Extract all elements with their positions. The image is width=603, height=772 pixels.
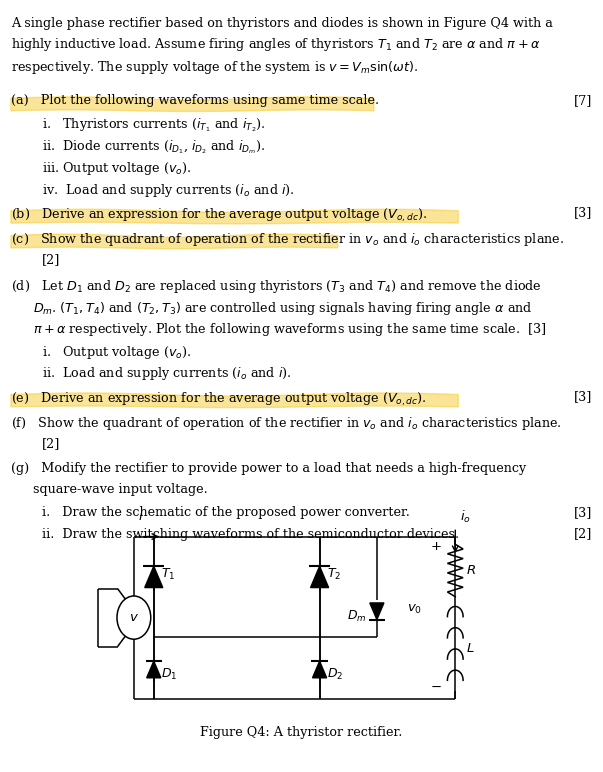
Polygon shape [11,393,458,408]
Text: $T_2$: $T_2$ [327,567,341,582]
Text: $i_o$: $i_o$ [460,509,471,525]
Text: Figure Q4: A thyristor rectifier.: Figure Q4: A thyristor rectifier. [200,726,403,739]
Polygon shape [11,96,374,111]
Text: [3]: [3] [574,207,592,219]
Text: $T_1$: $T_1$ [161,567,175,582]
Text: [2]: [2] [574,527,592,540]
Text: square-wave input voltage.: square-wave input voltage. [33,483,208,496]
Text: $D_2$: $D_2$ [327,667,343,682]
Text: A single phase rectifier based on thyristors and diodes is shown in Figure Q4 wi: A single phase rectifier based on thyris… [11,17,553,76]
Text: [3]: [3] [574,506,592,519]
Text: $L$: $L$ [466,642,475,655]
Polygon shape [311,567,329,587]
Text: $+$: $+$ [431,540,442,554]
Text: (a)   Plot the following waveforms using same time scale.: (a) Plot the following waveforms using s… [11,94,379,107]
Text: i.   Draw the schematic of the proposed power converter.: i. Draw the schematic of the proposed po… [42,506,410,519]
Text: $-$: $-$ [431,679,442,692]
Polygon shape [312,661,327,678]
Text: $D_m$. $(T_1, T_4)$ and $(T_2, T_3)$ are controlled using signals having firing : $D_m$. $(T_1, T_4)$ and $(T_2, T_3)$ are… [33,300,532,317]
Text: $v$: $v$ [129,611,139,624]
Text: [3]: [3] [574,391,592,403]
Text: $i$: $i$ [137,509,144,523]
Text: [2]: [2] [42,253,60,266]
Text: i.   Output voltage ($v_o$).: i. Output voltage ($v_o$). [42,344,192,361]
Text: (g)   Modify the rectifier to provide power to a load that needs a high-frequenc: (g) Modify the rectifier to provide powe… [11,462,526,475]
Text: ii.  Draw the switching waveforms of the semiconductor devices.: ii. Draw the switching waveforms of the … [42,527,459,540]
Text: $R$: $R$ [466,564,476,577]
Text: (c)   Show the quadrant of operation of the rectifier in $v_o$ and $i_o$ charact: (c) Show the quadrant of operation of th… [11,232,564,249]
Text: (b)   Derive an expression for the average output voltage ($V_{o,dc}$).: (b) Derive an expression for the average… [11,207,427,224]
Polygon shape [145,567,163,587]
Polygon shape [147,661,161,678]
Text: ii.  Diode currents ($i_{D_1}$, $i_{D_2}$ and $i_{D_m}$).: ii. Diode currents ($i_{D_1}$, $i_{D_2}$… [42,138,265,156]
Text: (e)   Derive an expression for the average output voltage ($V_{o,dc}$).: (e) Derive an expression for the average… [11,391,426,408]
Text: $v_0$: $v_0$ [407,604,422,616]
Polygon shape [370,603,384,620]
Text: $D_1$: $D_1$ [161,667,177,682]
Text: (d)   Let $D_1$ and $D_2$ are replaced using thyristors ($T_3$ and $T_4$) and re: (d) Let $D_1$ and $D_2$ are replaced usi… [11,278,541,295]
Polygon shape [11,234,338,249]
Text: iv.  Load and supply currents ($i_o$ and $i$).: iv. Load and supply currents ($i_o$ and … [42,181,295,198]
Text: iii. Output voltage ($v_o$).: iii. Output voltage ($v_o$). [42,160,192,177]
Text: [2]: [2] [42,437,60,450]
Text: [7]: [7] [574,94,592,107]
Polygon shape [11,209,458,224]
Text: (f)   Show the quadrant of operation of the rectifier in $v_o$ and $i_o$ charact: (f) Show the quadrant of operation of th… [11,415,562,432]
Text: i.   Thyristors currents ($i_{T_1}$ and $i_{T_2}$).: i. Thyristors currents ($i_{T_1}$ and $i… [42,117,266,134]
Text: ii.  Load and supply currents ($i_o$ and $i$).: ii. Load and supply currents ($i_o$ and … [42,365,292,382]
Text: $D_m$: $D_m$ [347,608,366,624]
Text: $\pi + \alpha$ respectively. Plot the following waveforms using the same time sc: $\pi + \alpha$ respectively. Plot the fo… [33,321,547,338]
